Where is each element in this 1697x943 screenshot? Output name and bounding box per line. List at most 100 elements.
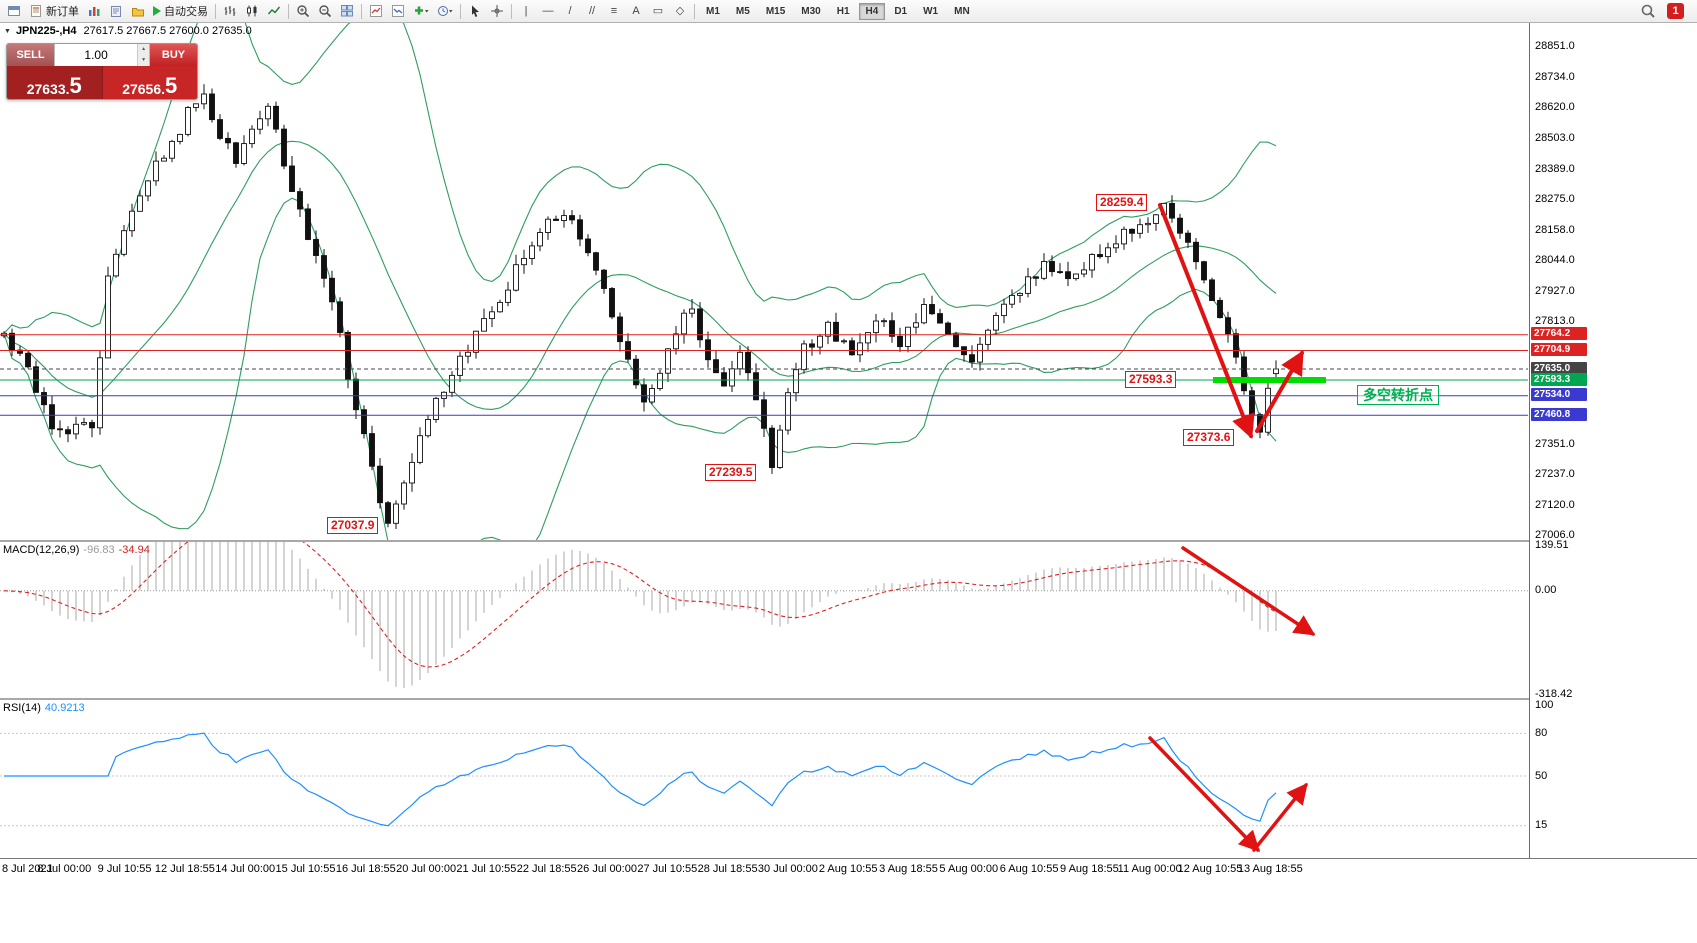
new-chart-button[interactable] — [3, 1, 25, 21]
time-axis-label: 13 Aug 18:55 — [1237, 863, 1303, 875]
buy-button[interactable]: BUY — [150, 44, 197, 66]
vline-tool-button[interactable]: | — [515, 1, 537, 21]
pane-separator[interactable] — [0, 698, 1697, 700]
candle-body — [729, 368, 735, 387]
cursor-button[interactable] — [464, 1, 486, 21]
candlestick-chart-button[interactable] — [241, 1, 263, 21]
volume-field: ▲ ▼ — [54, 44, 150, 66]
volume-up-button[interactable]: ▲ — [138, 44, 149, 55]
timeframe-w1[interactable]: W1 — [916, 3, 945, 20]
candle-body — [825, 321, 831, 337]
timeframe-m15[interactable]: M15 — [759, 3, 792, 20]
price-annotation-low-jul16[interactable]: 27037.9 — [327, 517, 379, 534]
navigator-button[interactable] — [127, 1, 149, 21]
toolbar-right-group: 1 — [1636, 1, 1694, 21]
trend-arrow[interactable] — [1252, 782, 1308, 852]
candle-body — [1089, 254, 1095, 271]
rsi-pane[interactable] — [0, 700, 1528, 858]
timeframe-h1[interactable]: H1 — [830, 3, 857, 20]
price-annotation-low-jul27[interactable]: 27239.5 — [705, 464, 757, 481]
one-click-collapse-icon[interactable]: ▼ — [4, 27, 11, 35]
fibonacci-tool-button[interactable]: ≡ — [603, 1, 625, 21]
bar-chart-button[interactable] — [219, 1, 241, 21]
hline-tool-button[interactable]: — — [537, 1, 559, 21]
candle-body — [593, 252, 599, 271]
macd-name: MACD(12,26,9) — [3, 544, 80, 556]
time-axis-label: 9 Jul 10:55 — [97, 863, 152, 875]
time-axis-label: 12 Jul 18:55 — [154, 863, 215, 875]
candle-body — [689, 308, 695, 314]
sell-price[interactable]: 27633. 5 — [7, 66, 103, 99]
candle-body — [169, 140, 175, 159]
candle-body — [1017, 292, 1023, 296]
candle-body — [345, 331, 351, 380]
time-axis-label: 12 Aug 10:55 — [1177, 863, 1243, 875]
search-button[interactable] — [1636, 1, 1660, 21]
candle-body — [273, 105, 279, 130]
turning-point-label[interactable]: 多空转折点 — [1357, 385, 1439, 405]
text-tool-button[interactable]: A — [625, 1, 647, 21]
candle-body — [81, 422, 87, 425]
sell-button[interactable]: SELL — [7, 44, 54, 66]
timeframe-m5[interactable]: M5 — [729, 3, 757, 20]
zoom-in-button[interactable] — [292, 1, 314, 21]
timeframe-group: M1 M5 M15 M30 H1 H4 D1 W1 MN — [698, 2, 978, 20]
periods-clock-icon — [438, 6, 453, 16]
candle-body — [489, 311, 495, 320]
buy-price[interactable]: 27656. 5 — [102, 66, 197, 99]
timeframe-m30[interactable]: M30 — [794, 3, 827, 20]
timeframe-d1[interactable]: D1 — [887, 3, 914, 20]
candle-body — [817, 335, 823, 348]
candle-body — [353, 378, 359, 411]
shapes-tool-button[interactable]: ◇ — [669, 1, 691, 21]
timeframe-mn[interactable]: MN — [947, 3, 977, 20]
candle-body — [537, 232, 543, 247]
fibonacci-icon: ≡ — [610, 4, 618, 17]
periods-button[interactable] — [433, 1, 457, 21]
volume-input[interactable] — [55, 44, 138, 66]
pane-separator[interactable] — [0, 540, 1697, 542]
candle-body — [1169, 202, 1175, 219]
macd-pane[interactable] — [0, 542, 1528, 698]
candle-body — [1217, 299, 1223, 319]
label-tool-button[interactable]: ▭ — [647, 1, 669, 21]
add-indicator-button[interactable] — [409, 1, 433, 21]
candle-body — [449, 374, 455, 393]
price-annotation-low-recent[interactable]: 27373.6 — [1183, 429, 1235, 446]
candle-body — [929, 304, 935, 315]
channel-tool-button[interactable]: // — [581, 1, 603, 21]
indicator-down-button[interactable] — [387, 1, 409, 21]
market-watch-button[interactable] — [83, 1, 105, 21]
trend-arrow[interactable] — [1255, 350, 1304, 433]
trend-arrow[interactable] — [1181, 546, 1316, 636]
tile-windows-button[interactable] — [336, 1, 358, 21]
trendline-tool-button[interactable]: / — [559, 1, 581, 21]
line-chart-button[interactable] — [263, 1, 285, 21]
candle-body — [569, 215, 575, 221]
notification-badge[interactable]: 1 — [1667, 3, 1684, 19]
main-price-chart[interactable] — [0, 23, 1528, 540]
data-window-button[interactable] — [105, 1, 127, 21]
candle-body — [137, 195, 143, 212]
candle-body — [201, 93, 207, 105]
zoom-out-button[interactable] — [314, 1, 336, 21]
crosshair-button[interactable] — [486, 1, 508, 21]
indicator-up-button[interactable] — [365, 1, 387, 21]
volume-down-button[interactable]: ▼ — [138, 55, 149, 66]
new-order-button[interactable]: 新订单 — [25, 1, 83, 21]
candle-body — [985, 329, 991, 345]
price-annotation-peak[interactable]: 28259.4 — [1096, 194, 1148, 211]
timeframe-m1[interactable]: M1 — [699, 3, 727, 20]
candle-body — [1049, 261, 1055, 273]
trend-arrow[interactable] — [1158, 203, 1255, 439]
time-axis-line — [0, 858, 1697, 859]
candle-body — [209, 93, 215, 121]
candle-body — [161, 157, 167, 162]
price-annotation-mid[interactable]: 27593.3 — [1125, 371, 1177, 388]
autotrade-button[interactable]: 自动交易 — [149, 1, 212, 21]
candle-body — [313, 239, 319, 256]
trend-arrow[interactable] — [1148, 736, 1260, 853]
timeframe-h4[interactable]: H4 — [858, 2, 886, 20]
candle-body — [1209, 279, 1215, 301]
macd-axis-label: 0.00 — [1535, 584, 1557, 597]
